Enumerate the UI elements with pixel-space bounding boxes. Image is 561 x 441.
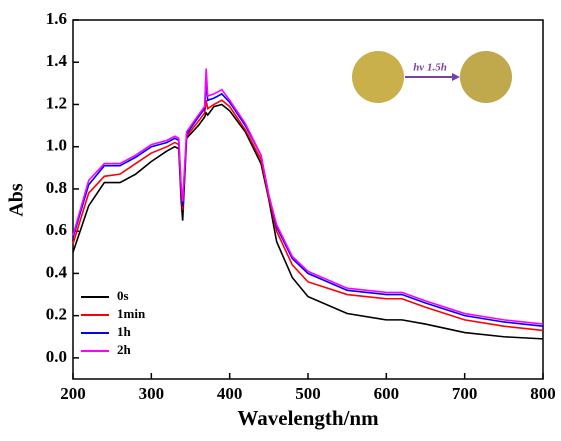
annotation: hv 1.5h <box>413 62 447 74</box>
x-tick-label: 300 <box>139 384 165 403</box>
legend-label: 2h <box>117 342 132 357</box>
arrow-head <box>452 73 460 81</box>
series-line <box>72 68 544 325</box>
x-tick-label: 800 <box>530 384 556 403</box>
x-axis-label: Wavelength/nm <box>237 406 379 430</box>
x-tick-label: 400 <box>217 384 243 403</box>
x-tick-label: 200 <box>60 384 86 403</box>
legend-label: 1h <box>117 324 132 339</box>
y-tick-label: 0.0 <box>46 347 67 366</box>
x-tick-label: 500 <box>295 384 321 403</box>
film-after <box>460 51 512 103</box>
legend-label: 0s <box>117 288 129 303</box>
y-tick-label: 1.6 <box>46 9 67 28</box>
x-tick-label: 700 <box>452 384 478 403</box>
y-tick-label: 0.2 <box>46 305 67 324</box>
series-line <box>72 83 544 328</box>
y-tick-label: 1.0 <box>46 136 67 155</box>
series-line <box>72 103 544 340</box>
y-tick-label: 1.4 <box>46 51 68 70</box>
y-tick-label: 0.8 <box>46 178 67 197</box>
y-tick-label: 1.2 <box>46 93 67 112</box>
series-line <box>72 99 544 332</box>
y-tick-label: 0.4 <box>46 262 68 281</box>
y-tick-label: 0.6 <box>46 220 67 239</box>
x-tick-label: 600 <box>374 384 400 403</box>
film-before <box>352 51 404 103</box>
legend-label: 1min <box>117 306 146 321</box>
inset-photo: hv 1.5h <box>352 51 512 103</box>
y-axis-label: Abs <box>6 183 28 217</box>
